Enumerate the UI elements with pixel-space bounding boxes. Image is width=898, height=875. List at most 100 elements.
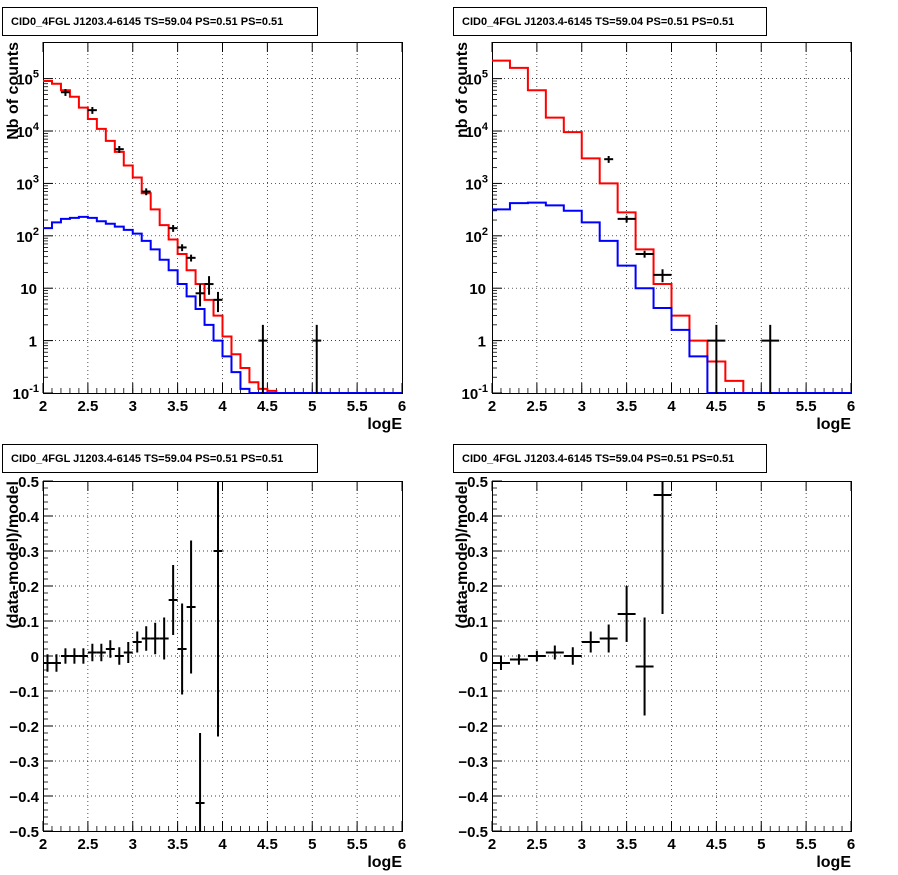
x-tick-label: 2	[39, 836, 47, 853]
data-point	[177, 244, 187, 252]
y-axis-label: Nb of counts	[5, 42, 22, 140]
y-tick-label: −0.1	[458, 684, 488, 701]
x-tick-label: 6	[398, 398, 406, 415]
x-tick-label: 4	[218, 398, 227, 415]
y-tick-label: 0.4	[18, 509, 40, 526]
data-point	[87, 106, 97, 114]
x-tick-label: 3.5	[167, 398, 188, 415]
plot-area	[492, 481, 672, 716]
y-tick-label: 0	[31, 649, 39, 666]
y-tick-label: −0.3	[9, 754, 39, 771]
y-tick-label: 103	[16, 173, 39, 193]
y-tick-label: −0.5	[9, 824, 39, 841]
data-point	[707, 324, 726, 393]
y-axis-label: (data-model)/model	[454, 481, 471, 629]
y-tick-label: −0.4	[9, 789, 39, 806]
y-tick-label: 1	[478, 334, 486, 351]
x-tick-label: 6	[847, 398, 855, 415]
y-tick-label: 102	[16, 226, 39, 246]
plot-frame	[43, 481, 403, 832]
data-point	[599, 624, 618, 653]
data-point	[213, 481, 223, 737]
x-tick-label: 5	[308, 398, 316, 415]
title-box	[2, 7, 318, 36]
y-tick-label-text: 102	[16, 226, 39, 246]
y-tick-label: 0.2	[18, 579, 39, 596]
data-point	[123, 642, 133, 663]
title-box	[2, 444, 318, 473]
x-tick-label: 2.5	[77, 398, 98, 415]
x-axis-label: logE	[367, 854, 402, 871]
data-point	[177, 603, 187, 695]
data-point	[312, 324, 322, 393]
data-point	[114, 146, 124, 153]
x-tick-label: 4.5	[706, 398, 727, 415]
y-axis-label: nb of counts	[454, 42, 471, 138]
data-point	[492, 656, 510, 670]
x-tick-label: 4.5	[257, 836, 278, 853]
data-point	[527, 650, 546, 662]
x-tick-label: 3	[578, 398, 586, 415]
y-tick-label: 0.5	[18, 474, 39, 491]
x-axis-label: logE	[367, 416, 402, 433]
x-tick-label: 2.5	[526, 398, 547, 415]
data-point	[213, 291, 223, 313]
x-tick-label: 2.5	[77, 836, 98, 853]
x-tick-label: 3	[129, 398, 137, 415]
x-tick-label: 5	[757, 836, 765, 853]
x-tick-label: 6	[398, 836, 406, 853]
x-tick-label: 2	[488, 836, 496, 853]
data-point	[114, 647, 124, 665]
data-point	[635, 617, 654, 716]
y-tick-label-text: 103	[465, 173, 488, 193]
x-tick-label: 5	[757, 398, 765, 415]
y-tick-label-text: 10-1	[462, 383, 488, 403]
x-tick-label: 5.5	[347, 836, 368, 853]
data-point	[168, 224, 178, 232]
data-point	[653, 481, 672, 614]
chart-title: CID0_4FGL J1203.4-6145 TS=59.04 PS=0.51 …	[462, 453, 734, 465]
x-tick-label: 3	[578, 836, 586, 853]
y-tick-label: −0.5	[458, 824, 488, 841]
y-tick-label: 105	[16, 69, 39, 89]
x-axis-label: logE	[816, 416, 851, 433]
data-point	[168, 565, 178, 635]
y-tick-label-text: 10	[469, 281, 486, 298]
plot-area	[492, 59, 851, 393]
y-tick-label-text: 105	[465, 69, 488, 89]
plot-frame	[492, 42, 852, 394]
y-tick-label: 10	[469, 281, 486, 298]
data-point	[87, 643, 97, 662]
step-histogram-red	[492, 59, 851, 393]
y-tick-label-text: 10	[20, 281, 37, 298]
step-histogram-red	[43, 80, 402, 393]
step-histogram-blue	[492, 201, 851, 393]
y-tick-label: 0.1	[18, 614, 39, 631]
chart-title: CID0_4FGL J1203.4-6145 TS=59.04 PS=0.51 …	[11, 16, 283, 28]
y-tick-label-text: 104	[465, 121, 489, 141]
y-tick-label: 10-1	[462, 383, 488, 403]
y-tick-label-text: 1	[478, 334, 486, 351]
y-tick-label: 0.3	[18, 544, 39, 561]
data-point	[43, 654, 52, 672]
x-tick-label: 5.5	[347, 398, 368, 415]
x-tick-label: 3.5	[167, 836, 188, 853]
data-point	[186, 254, 196, 262]
data-point	[617, 586, 636, 642]
panel-4: CID0_4FGL J1203.4-6145 TS=59.04 PS=0.51 …	[453, 444, 855, 871]
data-point	[653, 269, 672, 283]
data-point	[581, 631, 600, 653]
x-tick-label: 4.5	[706, 836, 727, 853]
data-point	[195, 284, 205, 307]
x-tick-label: 4	[218, 836, 227, 853]
x-tick-label: 3.5	[616, 836, 637, 853]
title-box	[453, 444, 767, 473]
y-tick-label: 0.1	[467, 614, 488, 631]
data-point	[195, 733, 205, 831]
data-point	[105, 640, 115, 658]
y-tick-label-text: 104	[16, 121, 40, 141]
plot-area	[43, 481, 223, 831]
data-point	[545, 645, 564, 660]
y-tick-label: 0.5	[467, 474, 488, 491]
